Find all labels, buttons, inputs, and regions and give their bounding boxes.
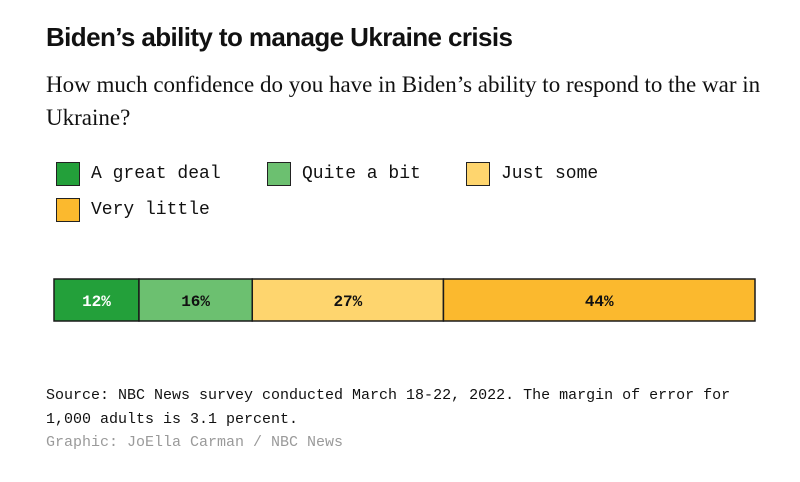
bar-label-quite-a-bit: 16% [181, 293, 210, 311]
legend-label-a-great-deal: A great deal [91, 164, 221, 184]
graphic-credit: Graphic: JoElla Carman / NBC News [46, 434, 344, 451]
bar-label-a-great-deal: 12% [82, 293, 111, 311]
legend-label-just-some: Just some [501, 164, 599, 184]
chart-subtitle: How much confidence do you have in Biden… [46, 72, 761, 130]
legend-swatch-very-little [56, 198, 80, 222]
legend-item-quite-a-bit: Quite a bit [267, 162, 421, 186]
legend-swatch-just-some [466, 162, 490, 186]
legend-swatch-quite-a-bit [267, 162, 291, 186]
source-note: Source: NBC News survey conducted March … [46, 387, 731, 428]
legend-item-a-great-deal: A great deal [56, 162, 221, 186]
bar-segment-very-little [442, 278, 756, 322]
bar-segment-just-some [251, 278, 445, 322]
bar-label-very-little: 44% [585, 293, 614, 311]
chart-title: Biden’s ability to manage Ukraine crisis [46, 22, 513, 52]
legend-label-quite-a-bit: Quite a bit [302, 164, 421, 184]
legend-item-just-some: Just some [466, 162, 598, 186]
bar-label-just-some: 27% [333, 293, 362, 311]
legend-item-very-little: Very little [56, 198, 210, 222]
legend-swatch-a-great-deal [56, 162, 80, 186]
bar-segment-quite-a-bit [138, 278, 254, 322]
legend-label-very-little: Very little [91, 200, 210, 220]
